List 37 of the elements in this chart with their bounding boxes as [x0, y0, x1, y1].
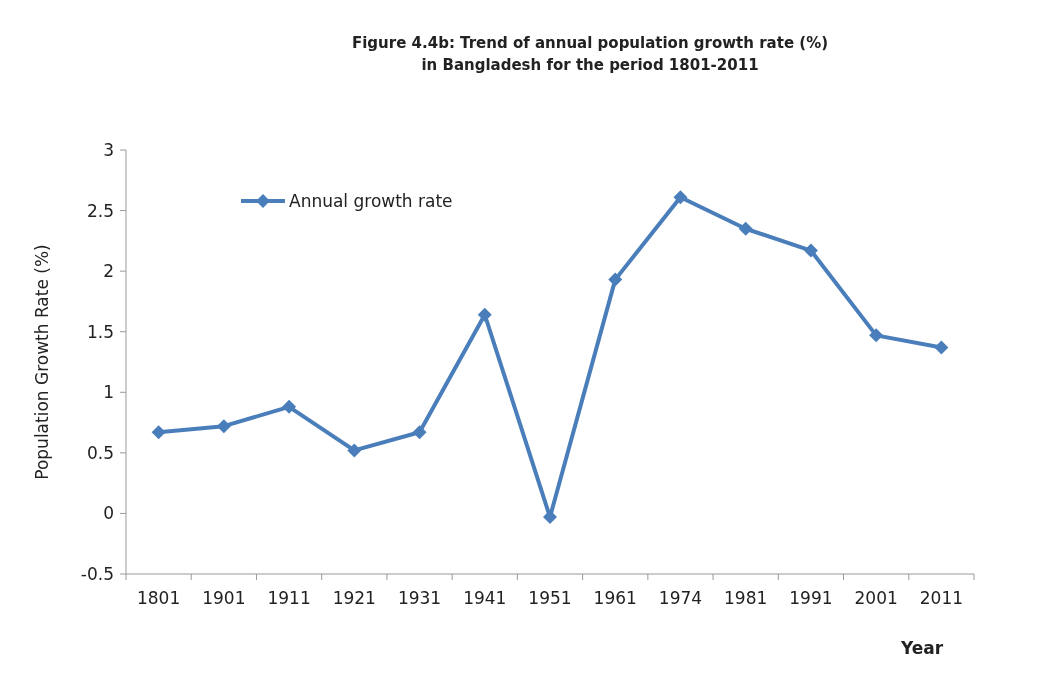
point [151, 425, 166, 440]
x-tick-label: 1991 [789, 588, 833, 608]
x-tick-label: 1961 [593, 588, 637, 608]
y-tick-label: 1.5 [86, 321, 114, 342]
x-tick-label: 1941 [463, 588, 507, 608]
point [934, 340, 949, 355]
x-tick-label: 1974 [658, 588, 703, 608]
y-tick-label: 3 [103, 139, 114, 160]
point [608, 272, 623, 287]
point [347, 443, 362, 458]
point [869, 328, 884, 343]
x-tick-label: 1931 [397, 588, 442, 608]
point [803, 243, 818, 258]
x-tick-label: 1981 [724, 588, 768, 608]
y-tick-label: 2.5 [86, 200, 114, 221]
legend-label: Annual growth rate [289, 190, 453, 211]
chart-title: Figure 4.4b: Trend of annual population growth rate (%) in Bangladesh for the period 1801-2011 [351, 34, 829, 74]
x-tick-label: 1911 [267, 588, 311, 608]
point [282, 399, 297, 414]
point [673, 190, 688, 205]
y-tick-label: -0.5 [80, 563, 114, 584]
point [477, 307, 492, 322]
y-axis-title: Population Growth Rate (%) [32, 244, 52, 480]
y-tick-label: 2 [103, 261, 114, 282]
x-tick-label: 1901 [202, 588, 246, 608]
x-tick-label: 1951 [528, 588, 572, 608]
x-tick-label: 2011 [919, 588, 964, 608]
x-tick-label: 1921 [332, 588, 376, 608]
y-tick-label: 0 [103, 503, 114, 524]
point [738, 221, 753, 236]
y-tick-label: 1 [103, 382, 114, 403]
x-axis-title: Year [899, 638, 944, 658]
y-tick-label: 0.5 [86, 442, 114, 463]
point [216, 419, 231, 434]
x-tick-label: 1801 [136, 588, 181, 608]
point [412, 425, 427, 440]
x-tick-label: 2001 [854, 588, 898, 608]
